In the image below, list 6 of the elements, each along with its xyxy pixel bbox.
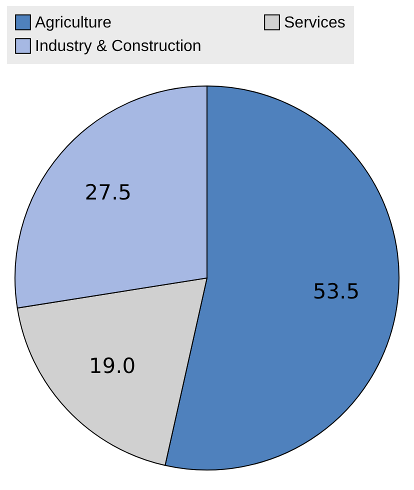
- legend-label: Industry & Construction: [35, 38, 202, 55]
- data-label: 53.5: [312, 279, 360, 304]
- data-label: 19.0: [88, 354, 136, 378]
- legend-label: Agriculture: [35, 14, 112, 32]
- data-label: 27.5: [84, 180, 132, 205]
- legend-label: Services: [284, 14, 346, 32]
